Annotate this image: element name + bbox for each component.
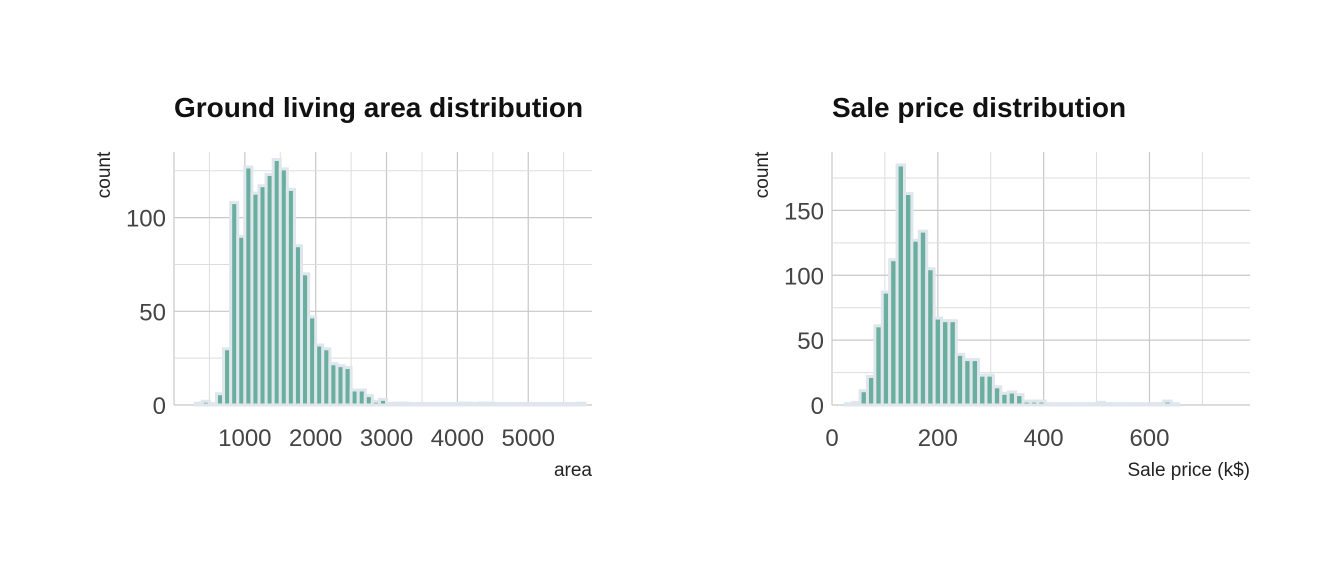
y-axis-label: count	[94, 151, 115, 198]
chart-title: Sale price distribution	[832, 92, 1126, 123]
y-tick-label: 150	[784, 198, 824, 225]
histogram-bar	[342, 366, 353, 407]
x-axis-label: area	[554, 460, 592, 481]
x-axis-label: Sale price (k$)	[1128, 460, 1251, 481]
y-tick-label: 0	[811, 393, 824, 420]
y-tick-label: 50	[139, 299, 166, 326]
y-tick-label: 50	[797, 328, 824, 355]
x-tick-label: 5000	[502, 425, 555, 452]
x-tick-label: 1000	[218, 425, 271, 452]
y-tick-label: 100	[784, 263, 824, 290]
x-tick-label: 600	[1129, 425, 1169, 452]
x-tick-label: 200	[918, 425, 958, 452]
x-tick-label: 2000	[289, 425, 342, 452]
x-tick-label: 0	[825, 425, 838, 452]
y-tick-label: 100	[126, 206, 166, 233]
price-histogram-panel: 0 200 400 600 0 50 100 150 Sale price distributi…	[752, 92, 1250, 481]
histogram-bar	[1169, 402, 1181, 407]
area-histogram-panel: 1000 2000 3000 4000 5000 0 50 100 Ground living …	[94, 92, 592, 481]
x-tick-label: 400	[1024, 425, 1064, 452]
y-tick-label: 0	[153, 393, 166, 420]
chart-title: Ground living area distribution	[174, 92, 583, 123]
y-axis-label: count	[752, 151, 773, 198]
x-tick-label: 3000	[360, 425, 413, 452]
x-tick-label: 4000	[431, 425, 484, 452]
histogram-bar	[576, 401, 587, 407]
